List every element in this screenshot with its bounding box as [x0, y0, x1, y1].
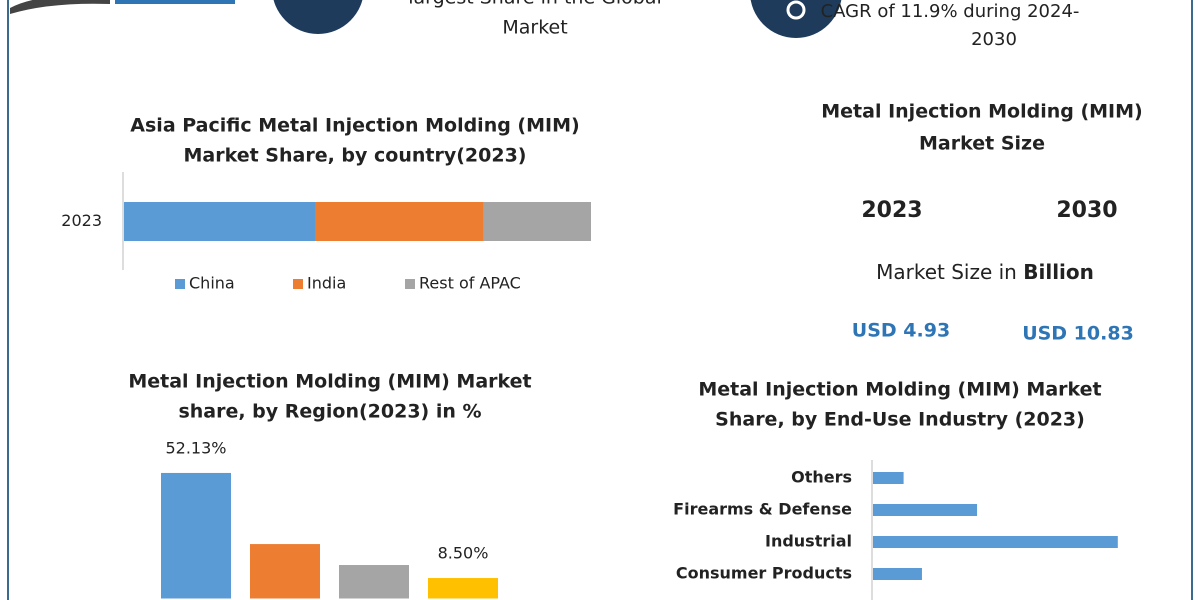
- logo-swoosh: [10, 0, 110, 14]
- header-text: CAGR of 11.9% during 2024-: [821, 1, 1080, 22]
- bar: [428, 578, 498, 599]
- bar: [873, 504, 978, 516]
- year: 2023: [861, 198, 922, 223]
- chart-title: Metal Injection Molding (MIM) Market: [698, 379, 1101, 401]
- chart-title: Asia Pacific Metal Injection Molding (MI…: [130, 115, 579, 137]
- bar-segment: [483, 202, 591, 241]
- legend-swatch: [175, 279, 185, 289]
- category-label: Others: [791, 468, 852, 487]
- bar-segment: [315, 202, 484, 241]
- legend-swatch: [405, 279, 415, 289]
- header-text: 2030: [971, 29, 1017, 50]
- value-label: 52.13%: [165, 438, 226, 457]
- legend-label: Rest of APAC: [419, 274, 521, 293]
- unit: Billion: [1023, 260, 1094, 284]
- category-label: Consumer Products: [676, 564, 852, 583]
- section-title: Metal Injection Molding (MIM): [821, 101, 1142, 123]
- category-label: Firearms & Defense: [673, 500, 852, 519]
- bar: [873, 536, 1118, 548]
- header-text: Market: [502, 17, 567, 39]
- category-label: 2023: [61, 211, 102, 230]
- bar: [161, 472, 231, 599]
- bar: [339, 565, 409, 599]
- frame: [7, 0, 1193, 600]
- bar: [873, 472, 904, 484]
- section-title: Market Size: [919, 133, 1045, 155]
- unit-line: Market Size in Billion: [876, 260, 1094, 284]
- logo-text: [115, 0, 235, 4]
- value-label: 8.50%: [438, 544, 489, 563]
- bar-segment: [124, 202, 316, 241]
- chart-title: Share, by End-Use Industry (2023): [715, 409, 1085, 431]
- chart-title: Market Share, by country(2023): [184, 145, 527, 167]
- bar: [250, 544, 320, 599]
- year: 2030: [1056, 198, 1117, 223]
- legend-swatch: [293, 279, 303, 289]
- icon: [786, 0, 806, 20]
- unit-prefix: Market Size in: [876, 260, 1017, 284]
- header-text: largest Share in the Global: [408, 0, 662, 9]
- market-value: USD 4.93: [852, 320, 950, 342]
- category-label: Industrial: [765, 532, 852, 551]
- bar: [873, 568, 922, 580]
- market-value: USD 10.83: [1022, 323, 1134, 345]
- chart-title: share, by Region(2023) in %: [178, 401, 481, 423]
- icon-circle: [273, 0, 363, 34]
- legend-label: China: [189, 274, 235, 293]
- chart-title: Metal Injection Molding (MIM) Market: [128, 371, 531, 393]
- legend-label: India: [307, 274, 346, 293]
